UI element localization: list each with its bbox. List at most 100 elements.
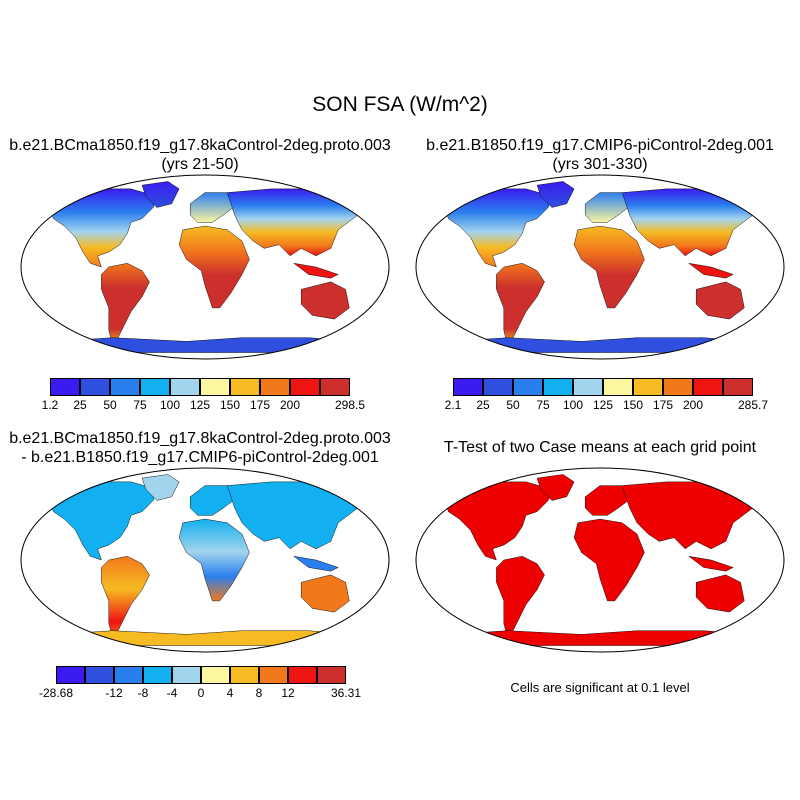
antarctica-landmass [444, 337, 756, 353]
colorbar-box [230, 666, 259, 684]
australia-landmass [300, 574, 350, 613]
europe-landmass [189, 485, 239, 516]
colorbar-bottom-left: -28.68 -12 -8 -4 0 4 8 12 36.31 [39, 666, 361, 702]
europe-landmass [584, 192, 634, 223]
panel-title-top-right: b.e21.B1850.f19_g17.CMIP6-piControl-2deg… [400, 136, 800, 174]
colorbar-box [110, 378, 140, 396]
colorbar-box [170, 378, 200, 396]
seAsia-landmass [293, 263, 339, 279]
antarctica-landmass [49, 337, 361, 353]
antarctica-landmass [49, 630, 361, 646]
colorbar-tick-label: 25 [73, 398, 87, 412]
northAmerica-landmass [444, 188, 553, 268]
colorbar-box [573, 378, 603, 396]
colorbar-box [230, 378, 260, 396]
greenland-landmass [141, 474, 180, 501]
colorbar-box [633, 378, 663, 396]
colorbar-box [453, 378, 483, 396]
colorbar-box [56, 666, 85, 684]
colorbar-box [85, 666, 114, 684]
colorbar-box [723, 378, 753, 396]
panel-title-line2: (yrs 21-50) [161, 156, 239, 173]
colorbar-tick-label: 50 [103, 398, 117, 412]
australia-landmass [695, 281, 745, 320]
colorbar-tick-label: 175 [249, 398, 271, 412]
africa-landmass [178, 518, 250, 602]
map-top-left [20, 174, 390, 360]
colorbar-box [259, 666, 288, 684]
colorbar-box [80, 378, 110, 396]
colorbar-tick-label: 2.1 [444, 398, 462, 412]
colorbar-box [513, 378, 543, 396]
colorbar-box [483, 378, 513, 396]
colorbar-top-right: 2.1 25 50 75 100 125 150 175 200 285.7 [445, 378, 768, 414]
colorbar-box [320, 378, 350, 396]
map-bottom-left [20, 467, 390, 653]
colorbar-tick-label: 125 [189, 398, 211, 412]
figure-title: SON FSA (W/m^2) [312, 93, 488, 116]
map-top-right [415, 174, 785, 360]
colorbar-tick-label: 150 [622, 398, 644, 412]
colorbar-tick-label: 8 [255, 686, 263, 700]
colorbar-tick-label: 125 [592, 398, 614, 412]
colorbar-tick-label: 1.2 [41, 398, 59, 412]
panel-title-line1: b.e21.B1850.f19_g17.CMIP6-piControl-2deg… [426, 137, 774, 154]
panel-title-top-left: b.e21.BCma1850.f19_g17.8kaControl-2deg.p… [0, 136, 400, 174]
colorbar-box [543, 378, 573, 396]
colorbar-tick-label: -12 [105, 686, 123, 700]
seAsia-landmass [688, 556, 734, 572]
panel-title-bottom-right: T-Test of two Case means at each grid po… [400, 438, 800, 457]
antarctica-landmass [444, 630, 756, 646]
australia-landmass [300, 281, 350, 320]
africa-landmass [573, 518, 645, 602]
colorbar-tick-label: 50 [506, 398, 520, 412]
colorbar-tick-label: 100 [159, 398, 181, 412]
colorbar-box [603, 378, 633, 396]
colorbar-box [288, 666, 317, 684]
colorbar-tick-label: 4 [226, 686, 234, 700]
colorbar-box [114, 666, 143, 684]
colorbar-box [201, 666, 230, 684]
colorbar-tick-label: 200 [682, 398, 704, 412]
africa-landmass [573, 225, 645, 309]
panel-title-line1: b.e21.BCma1850.f19_g17.8kaControl-2deg.p… [9, 430, 391, 447]
colorbar-box [140, 378, 170, 396]
southAmerica-landmass [101, 263, 150, 346]
colorbar-tick-label: 150 [219, 398, 241, 412]
colorbar-tick-label: 200 [279, 398, 301, 412]
europe-landmass [584, 485, 634, 516]
colorbar-tick-label: 75 [536, 398, 550, 412]
europe-landmass [189, 192, 239, 223]
colorbar-tick-label: 0 [197, 686, 205, 700]
colorbar-box [663, 378, 693, 396]
colorbar-box [260, 378, 290, 396]
colorbar-tick-label: 175 [652, 398, 674, 412]
panel-title-line1: T-Test of two Case means at each grid po… [443, 439, 757, 456]
northAmerica-landmass [49, 188, 158, 268]
australia-landmass [695, 574, 745, 613]
colorbar-tick-label: 100 [562, 398, 584, 412]
map-bottom-right [415, 467, 785, 653]
colorbar-tick-label: 285.7 [737, 398, 769, 412]
colorbar-top-left: 1.2 25 50 75 100 125 150 175 200 298.5 [42, 378, 365, 414]
panel-title-bottom-left: b.e21.BCma1850.f19_g17.8kaControl-2deg.p… [0, 429, 400, 467]
greenland-landmass [536, 474, 575, 501]
panel-title-line2: - b.e21.B1850.f19_g17.CMIP6-piControl-2d… [21, 449, 379, 466]
africa-landmass [178, 225, 250, 309]
greenland-landmass [141, 181, 180, 208]
northAmerica-landmass [49, 481, 158, 561]
colorbar-tick-label: -4 [166, 686, 178, 700]
southAmerica-landmass [496, 263, 545, 346]
colorbar-tick-label: 12 [281, 686, 295, 700]
colorbar-tick-label: -28.68 [38, 686, 74, 700]
colorbar-tick-label: -8 [137, 686, 149, 700]
colorbar-box [693, 378, 723, 396]
colorbar-tick-label: 36.31 [330, 686, 362, 700]
panel-title-line2: (yrs 301-330) [552, 156, 648, 173]
colorbar-tick-label: 298.5 [334, 398, 366, 412]
southAmerica-landmass [496, 556, 545, 639]
colorbar-box [143, 666, 172, 684]
northAmerica-landmass [444, 481, 553, 561]
southAmerica-landmass [101, 556, 150, 639]
colorbar-box [290, 378, 320, 396]
